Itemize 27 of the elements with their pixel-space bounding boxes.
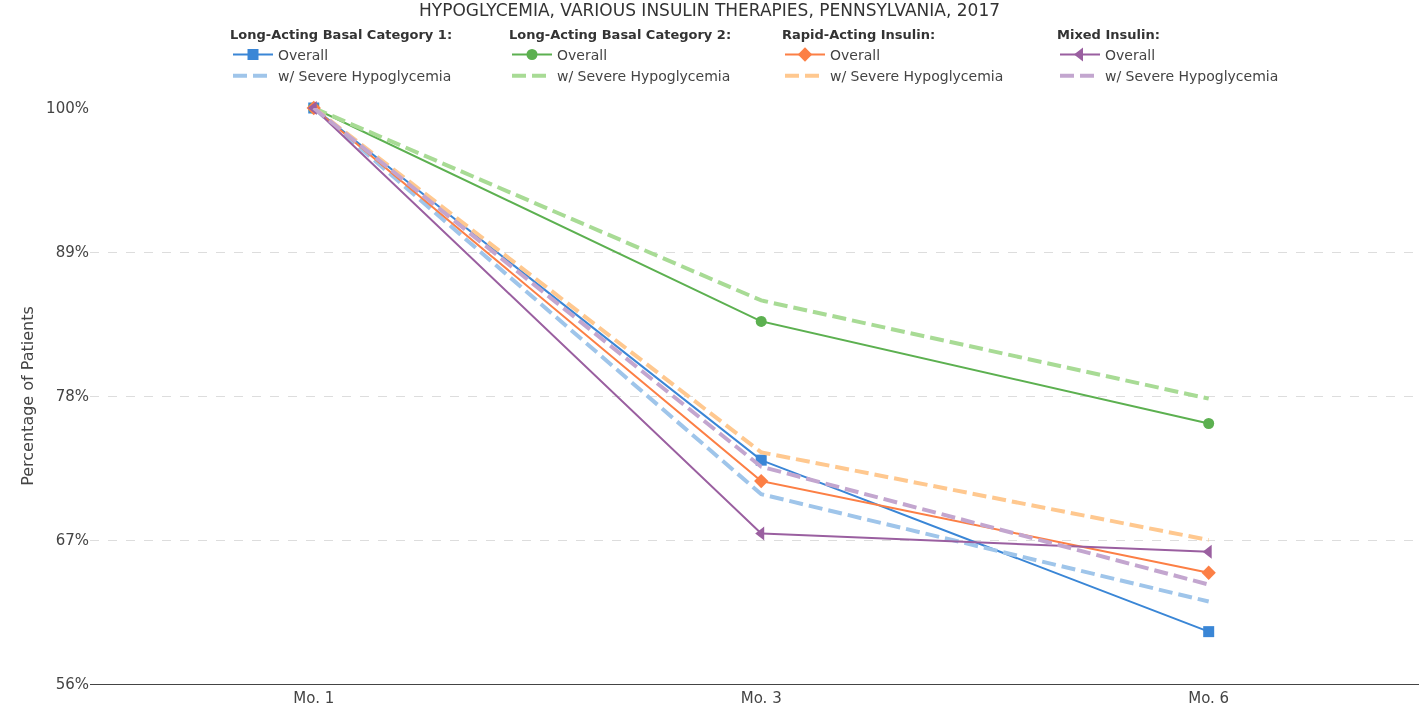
legend-label: w/ Severe Hypoglycemia — [1105, 68, 1279, 85]
text: Long-Acting Basal Category 1: — [230, 26, 453, 42]
point — [1203, 626, 1215, 638]
point — [1203, 417, 1215, 429]
text: Long-Acting Basal Category 2: — [509, 26, 732, 42]
legend-label: w/ Severe Hypoglycemia — [557, 68, 731, 85]
point — [755, 315, 767, 327]
x-tick-label: Mo. 6 — [1188, 689, 1230, 707]
text: Rapid-Acting Insulin: — [782, 26, 936, 42]
legend-label: w/ Severe Hypoglycemia — [830, 68, 1004, 85]
y-tick-label: 67% — [55, 531, 89, 550]
y-tick-label: 78% — [55, 387, 89, 406]
point — [754, 473, 769, 489]
y-tick-label: 100% — [46, 99, 89, 118]
legend-label: Overall — [278, 46, 329, 63]
legend-label: Overall — [1105, 46, 1156, 63]
x-tick-label: Mo. 1 — [293, 689, 335, 707]
legend-label: Overall — [557, 46, 608, 63]
legend-label: w/ Severe Hypoglycemia — [278, 68, 452, 85]
y-tick-label: 89% — [55, 243, 89, 262]
y-axis-title: Percentage of Patients — [18, 306, 38, 486]
chart-title: HYPOGLYCEMIA, VARIOUS INSULIN THERAPIES, PENNSYLVANIA, 2017 — [418, 0, 1001, 20]
legend-label: Overall — [830, 46, 881, 63]
text: Mixed Insulin: — [1057, 26, 1160, 42]
x-tick-label: Mo. 3 — [740, 689, 782, 707]
point — [1201, 565, 1216, 580]
y-tick-label: 56% — [55, 675, 89, 694]
